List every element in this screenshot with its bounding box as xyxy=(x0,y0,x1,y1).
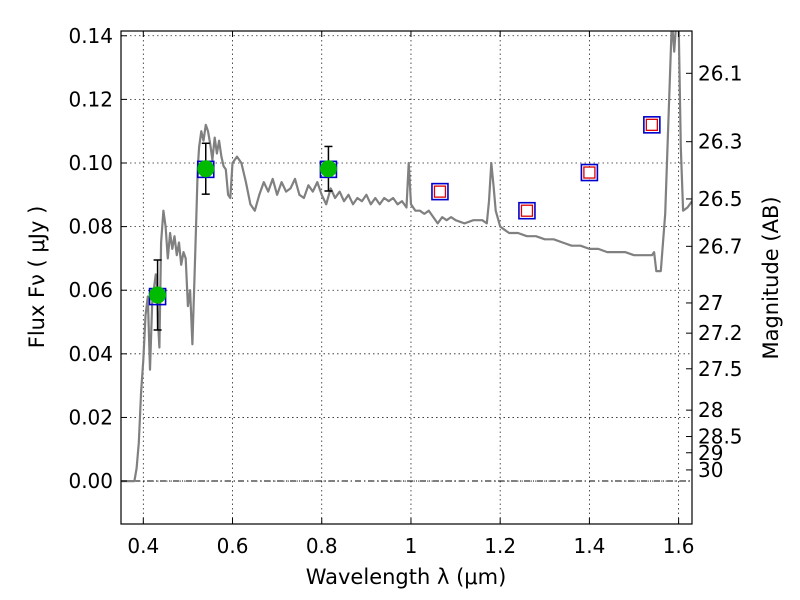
magnitude-tick-label: 27.5 xyxy=(698,357,743,381)
upper-limit-square xyxy=(520,204,534,217)
right-axis-label: Magnitude (AB) xyxy=(759,196,783,359)
x-axis-label: Wavelength λ (μm) xyxy=(306,565,507,589)
magnitude-tick-label: 26.3 xyxy=(698,130,743,154)
y-tick-label: 0.10 xyxy=(68,151,113,175)
upper-limit-square xyxy=(645,118,659,131)
detected-photometry-point xyxy=(149,286,167,304)
magnitude-tick-label: 27 xyxy=(698,291,723,315)
magnitude-tick-label: 29 xyxy=(698,441,723,465)
y-tick-label: 0.08 xyxy=(68,215,113,239)
detected-photometry-point xyxy=(197,160,215,178)
plot-border xyxy=(120,30,693,525)
x-tick-label: 1.4 xyxy=(573,534,605,558)
spectrum-line xyxy=(121,31,692,483)
model-photometry-square xyxy=(518,201,536,220)
magnitude-tick-label: 26.7 xyxy=(698,234,743,258)
photometry-markers xyxy=(148,116,661,331)
magnitude-tick-label: 28 xyxy=(698,398,723,422)
x-tick-label: 1.6 xyxy=(663,534,695,558)
magnitude-tick-label: 28.5 xyxy=(698,425,743,449)
detected-photometry-point xyxy=(319,160,337,178)
magnitude-tick-label: 26.5 xyxy=(698,187,743,211)
x-axis-ticks: 0.4 0.6 0.8 1 1.2 1.4 1.6 xyxy=(127,31,695,558)
x-tick-label: 1.2 xyxy=(484,534,516,558)
x-tick-label: 0.8 xyxy=(306,534,338,558)
y-tick-label: 0.00 xyxy=(68,469,113,493)
y-tick-label: 0.04 xyxy=(68,342,113,366)
y-tick-label: 0.02 xyxy=(68,405,113,429)
y-axis-label: Flux Fν ( μJy ) xyxy=(25,206,49,349)
x-tick-label: 0.4 xyxy=(127,534,159,558)
magnitude-tick-label: 26.1 xyxy=(698,61,743,85)
magnitude-tick-label: 27.2 xyxy=(698,321,743,345)
grid-lines xyxy=(121,31,692,524)
y-axis-ticks: 0.00 0.02 0.04 0.06 0.08 0.10 0.12 0.14 xyxy=(68,24,127,493)
model-photometry-square xyxy=(580,163,599,182)
y-tick-label: 0.14 xyxy=(68,24,113,48)
x-tick-label: 1 xyxy=(405,534,418,558)
plot-frame xyxy=(120,30,693,525)
upper-limit-square xyxy=(433,185,447,198)
y-tick-label: 0.12 xyxy=(68,87,113,111)
model-photometry-square xyxy=(431,182,449,201)
upper-limit-square xyxy=(583,166,596,179)
y-tick-label: 0.06 xyxy=(68,278,113,302)
spectrum-series xyxy=(121,31,692,483)
model-photometry-square xyxy=(643,116,661,134)
magnitude-tick-label: 30 xyxy=(698,458,723,482)
x-tick-label: 0.6 xyxy=(217,534,249,558)
